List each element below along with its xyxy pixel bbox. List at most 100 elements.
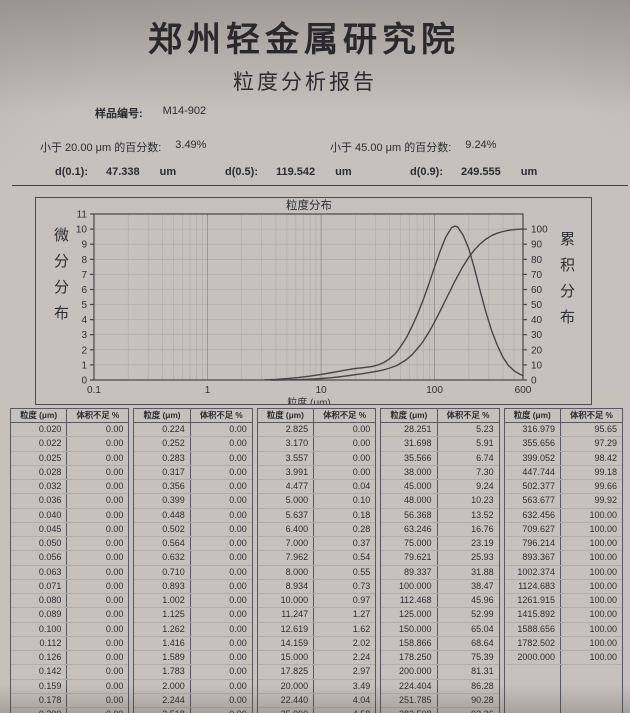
table-row: 0.028 0.00: [11, 465, 129, 480]
empty-row: [505, 678, 622, 692]
size-cell: 4.477: [258, 480, 315, 494]
size-cell: 1415.892: [505, 608, 561, 622]
pct-cell: 0.00: [229, 523, 247, 534]
size-cell: 0.025: [11, 451, 68, 465]
table-row: 2.244 0.00: [134, 693, 252, 708]
size-cell: 5.637: [258, 508, 315, 522]
institute-title: 郑州轻金属研究院: [148, 22, 460, 59]
size-cell: 45.000: [381, 480, 438, 494]
size-cell: 28.251: [381, 423, 438, 437]
left-axis-label: 微: [54, 227, 70, 244]
size-cell: 56.368: [381, 508, 438, 522]
table-row: 251.785 90.28: [381, 693, 499, 708]
table-row: 7.962 0.54: [257, 551, 376, 566]
pct-cell: 0.37: [352, 538, 371, 548]
pct-cell: 0.00: [229, 466, 247, 477]
pct-cell: 45.96: [471, 595, 494, 605]
table-row: 150.000 65.04: [381, 622, 499, 637]
chart-title: 粒度分布: [286, 198, 332, 212]
right-axis-label: 布: [560, 309, 576, 326]
pct-cell: 25.93: [471, 552, 494, 563]
pct-cell: 2.02: [352, 637, 371, 648]
size-cell: 2.244: [134, 693, 191, 707]
right-axis-label: 累: [560, 231, 576, 248]
table-row: 2.518 0.00: [134, 708, 251, 713]
table-row: 3.557 0.00: [257, 451, 376, 466]
pct-cell: 0.00: [105, 609, 124, 620]
pct-cell: 0.54: [352, 552, 371, 563]
pct-cell: 0.00: [229, 552, 247, 563]
d90-value-group: d(0.9): 249.555 um: [410, 166, 537, 178]
table-row: 0.356 0.00: [134, 480, 252, 495]
size-cell: 0.356: [134, 480, 191, 494]
d50-label: d(0.5):: [225, 166, 258, 178]
col-header-size: 粒度 (μm): [505, 409, 561, 422]
svg-text:30: 30: [531, 330, 543, 341]
pct-cell: 0.00: [229, 694, 247, 705]
col-header-volume-under: 体积不足 %: [323, 410, 367, 420]
svg-text:90: 90: [531, 240, 543, 251]
table-row: 1002.374 100.00: [504, 565, 623, 580]
size-cell: 0.710: [134, 565, 191, 579]
table-row: 75.000 23.19: [381, 537, 499, 552]
pct-cell: 0.00: [105, 623, 124, 634]
svg-text:8: 8: [81, 255, 87, 266]
table-row: 5.000 0.10: [257, 494, 376, 509]
size-cell: 251.785: [381, 693, 438, 707]
table-row: 1.416 0.00: [134, 636, 252, 651]
size-cell: 38.000: [381, 465, 438, 479]
pct-cell: 93.36: [438, 708, 499, 713]
pct-cell: 52.99: [471, 609, 494, 620]
pct-cell: 0.18: [352, 509, 371, 520]
pct-cell: 31.88: [471, 566, 494, 577]
pct-cell: 0.00: [229, 538, 247, 548]
size-cell: 502.377: [505, 480, 561, 494]
table-row: 0.632 0.00: [134, 551, 252, 566]
size-cell: 632.456: [505, 508, 561, 522]
svg-text:2: 2: [81, 345, 87, 356]
pct-cell: 100.00: [589, 552, 618, 563]
pct-cell: 100.00: [589, 523, 618, 534]
size-cell: 0.045: [11, 522, 68, 536]
size-cell: 158.866: [381, 636, 438, 650]
size-cell: 14.159: [258, 636, 315, 650]
pct-cell: 68.64: [471, 637, 494, 648]
table-row: 1.125 0.00: [134, 608, 252, 623]
size-cell: 200.000: [381, 665, 438, 679]
data-table-group: 粒度 (μm) 体积不足 % 316.979 95.65 355.656 97.…: [503, 408, 624, 713]
chart-xlabel: 粒度 (μm): [287, 396, 331, 404]
pct-cell: 38.47: [471, 580, 494, 591]
table-row: 0.063 0.00: [11, 565, 129, 580]
size-cell: 0.448: [134, 508, 191, 522]
pct-cell: 7.30: [476, 466, 494, 477]
table-row: 0.020 0.00: [11, 423, 129, 438]
right-axis-label: 分: [560, 283, 576, 300]
pct-cell: 0.00: [105, 466, 124, 477]
pct-cell: 2.97: [352, 666, 371, 677]
size-cell: 0.080: [11, 594, 68, 608]
pct-cell: 95.65: [594, 424, 618, 434]
table-row: 10.000 0.97: [257, 594, 376, 609]
pct-cell: 0.00: [229, 424, 247, 434]
pct-cell: 0.00: [352, 466, 371, 477]
col-header-volume-under: 体积不足 %: [570, 410, 613, 420]
pct-cell: 0.00: [229, 623, 247, 634]
pct-cell: 0.00: [105, 694, 124, 705]
size-cell: 89.337: [381, 565, 438, 579]
size-cell: 48.000: [381, 494, 438, 508]
size-cell: 1124.683: [505, 579, 561, 593]
col-header-volume-under: 体积不足 %: [76, 410, 120, 420]
table-row: 6.400 0.28: [257, 522, 376, 537]
size-cell: 2.000: [134, 679, 191, 693]
d10-label: d(0.1):: [55, 166, 88, 178]
table-row: 0.100 0.00: [11, 622, 129, 637]
pct-cell: 0.97: [352, 595, 371, 605]
pct-cell: 23.19: [471, 538, 494, 548]
pct-cell: 100.00: [589, 623, 618, 634]
d90-value: 249.555: [461, 166, 501, 178]
pct-cell: 5.91: [476, 438, 494, 449]
pct-cell: 0.00: [229, 637, 247, 648]
pct-cell: 0.00: [352, 424, 371, 434]
pct-cell: 86.28: [471, 680, 494, 691]
percent-under-20um: 小于 20.00 μm 的百分数: 3.49%: [40, 139, 206, 155]
